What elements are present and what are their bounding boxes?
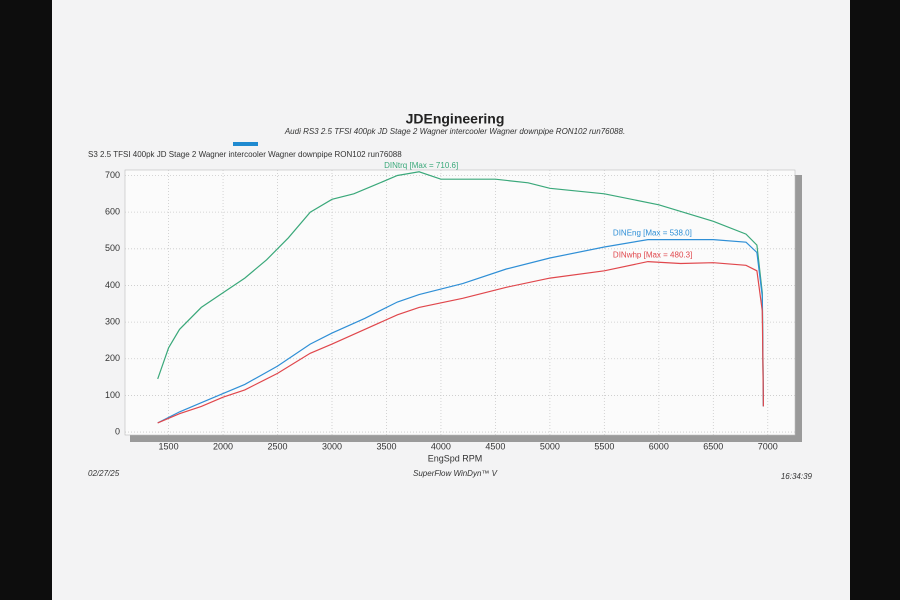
series-label: DINtrq [Max = 710.6] [384,161,458,170]
x-tick-label: 6000 [649,441,669,451]
y-tick-label: 500 [105,243,120,253]
x-axis-label: EngSpd RPM [428,453,483,463]
x-tick-label: 5500 [594,441,614,451]
x-tick-label: 1500 [159,441,179,451]
date: 02/27/25 [88,469,120,478]
series-label: DINwhp [Max = 480.3] [613,251,692,260]
x-tick-label: 6500 [703,441,723,451]
y-tick-label: 700 [105,170,120,180]
x-tick-label: 4500 [485,441,505,451]
y-tick-label: 100 [105,390,120,400]
y-tick-label: 200 [105,353,120,363]
x-tick-label: 2500 [268,441,288,451]
x-tick-label: 2000 [213,441,233,451]
x-tick-label: 7000 [758,441,778,451]
chart-subtitle: Audi RS3 2.5 TFSI 400pk JD Stage 2 Wagne… [284,127,625,136]
series-label: DINEng [Max = 538.0] [613,229,692,238]
y-tick-label: 600 [105,207,120,217]
chart-title: JDEngineering [406,111,505,127]
series-line [157,239,764,424]
y-tick-label: 400 [105,280,120,290]
x-tick-label: 3500 [376,441,396,451]
plot-area [124,169,796,436]
x-tick-label: 4000 [431,441,451,451]
time: 16:34:39 [781,472,813,481]
x-tick-label: 3000 [322,441,342,451]
series-line [157,260,764,424]
y-tick-label: 0 [115,426,120,436]
color-bar [233,142,258,146]
y-tick-label: 300 [105,316,120,326]
footer: SuperFlow WinDyn™ V [413,469,498,478]
header-text: S3 2.5 TFSI 400pk JD Stage 2 Wagner inte… [88,150,402,159]
x-tick-label: 5000 [540,441,560,451]
series-line [157,171,764,407]
